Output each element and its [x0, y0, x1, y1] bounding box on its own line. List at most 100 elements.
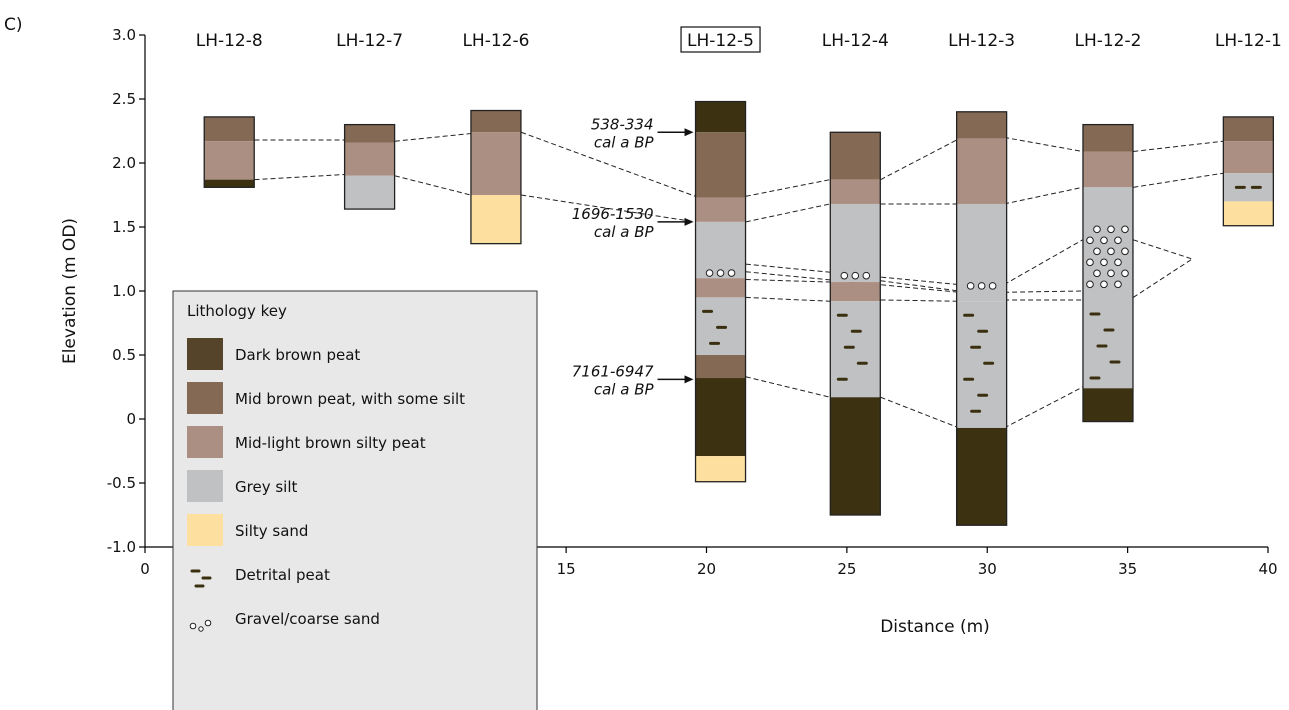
gravel-mark	[1086, 280, 1094, 289]
core-label: LH-12-3	[948, 31, 1015, 51]
layer-mid	[344, 124, 395, 143]
layer-mid	[204, 116, 255, 142]
gravel-mark	[851, 271, 860, 280]
y-tick-label: -0.5	[107, 474, 136, 492]
gravel-mark	[1107, 269, 1115, 278]
core-outline	[1082, 123, 1134, 423]
gravel-mark	[1100, 258, 1108, 267]
legend-swatch-dark	[187, 338, 223, 370]
layer-light	[830, 179, 881, 204]
date-range: 7161-6947	[572, 362, 654, 380]
correlation-line	[1003, 386, 1083, 429]
layer-mid	[695, 132, 746, 198]
gravel-mark	[189, 622, 197, 630]
layer-grey	[695, 221, 746, 279]
gravel-mark	[1107, 247, 1115, 256]
layer-light	[956, 138, 1007, 204]
legend-label: Dark brown peat	[235, 346, 360, 364]
gravel-mark	[1121, 247, 1129, 256]
layer-grey	[344, 175, 395, 210]
legend-label: Detrital peat	[235, 566, 330, 584]
x-tick-label: 20	[697, 560, 716, 578]
core-label: LH-12-8	[196, 31, 263, 51]
layer-mid	[470, 110, 521, 133]
gravel-mark	[204, 619, 212, 627]
layer-sand	[470, 195, 521, 244]
correlation-line	[880, 138, 960, 181]
gravel-mark	[1100, 280, 1108, 289]
layer-light	[695, 197, 746, 222]
date-arrow-head	[684, 217, 694, 226]
legend-swatch-sand	[187, 514, 223, 546]
legend-swatch-grey	[187, 470, 223, 502]
gravel-mark	[1121, 269, 1129, 278]
gravel-mark	[716, 269, 725, 277]
legend-swatch-light	[187, 426, 223, 458]
layer-grey	[830, 301, 881, 398]
gravel-mark	[966, 282, 975, 290]
correlation-line	[254, 174, 345, 181]
layer-mid	[1082, 124, 1133, 152]
swatch	[187, 338, 223, 370]
lithology-key: Lithology key Dark brown peat Mid brown pe…	[172, 290, 538, 710]
date-unit: cal a BP	[594, 133, 655, 151]
correlation-line	[1004, 290, 1083, 293]
gravel-mark	[1093, 225, 1101, 234]
y-tick-label: 0.5	[112, 346, 136, 364]
correlation-line	[1133, 140, 1224, 152]
core-outline	[1222, 116, 1274, 227]
core-label: LH-12-5	[687, 31, 754, 51]
correlation-line	[1004, 136, 1083, 152]
y-tick-label: 3.0	[112, 26, 136, 44]
layer-light	[695, 278, 746, 298]
legend-label: Gravel/coarse sand	[235, 610, 380, 628]
legend-swatch-gravel	[189, 619, 212, 632]
date-range: 1696-1530	[572, 205, 654, 223]
x-tick-label: 35	[1118, 560, 1137, 578]
correlation-line	[745, 296, 831, 302]
layer-mid	[830, 132, 881, 180]
date-arrow-head	[684, 375, 694, 384]
layer-dark	[204, 179, 255, 188]
layer-grey	[956, 301, 1007, 428]
plot-area: -1.0-0.500.51.01.52.02.53.00510152025303…	[107, 26, 1282, 578]
y-tick-label: 2.5	[112, 90, 136, 108]
y-tick-label: 1.5	[112, 218, 136, 236]
correlation-line	[1003, 186, 1083, 205]
gravel-mark	[862, 271, 871, 280]
gravel-mark	[977, 282, 986, 290]
correlation-line	[1133, 239, 1193, 260]
correlation-line	[394, 175, 471, 196]
gravel-mark	[988, 282, 997, 290]
layer-dark	[830, 397, 881, 515]
layer-grey	[1223, 173, 1274, 202]
legend-title: Lithology key	[187, 302, 287, 320]
correlation-line	[1133, 172, 1224, 188]
correlation-line	[880, 396, 960, 429]
layer-light	[204, 141, 255, 180]
layer-sand	[695, 456, 746, 482]
gravel-mark	[1114, 280, 1122, 289]
layer-light	[1082, 151, 1133, 188]
core-LH-12-2: LH-12-2	[1074, 31, 1141, 423]
y-tick-label: 0	[126, 410, 136, 428]
date-range: 538-334	[591, 115, 654, 133]
gravel-mark	[1107, 225, 1115, 234]
x-tick-label: 15	[557, 560, 576, 578]
swatch	[187, 514, 223, 546]
core-label: LH-12-7	[336, 31, 403, 51]
x-tick-label: 0	[140, 560, 150, 578]
layer-grey	[830, 203, 881, 283]
layer-dark	[695, 378, 746, 457]
panel-label: C)	[4, 15, 23, 35]
layer-light	[470, 132, 521, 195]
correlation-line	[745, 376, 831, 398]
gravel-mark	[1100, 236, 1108, 245]
core-outline	[829, 131, 881, 516]
core-label: LH-12-6	[462, 31, 529, 51]
x-tick-label: 30	[978, 560, 997, 578]
date-arrow-head	[684, 128, 694, 137]
legend-swatch-detrital	[190, 569, 212, 588]
